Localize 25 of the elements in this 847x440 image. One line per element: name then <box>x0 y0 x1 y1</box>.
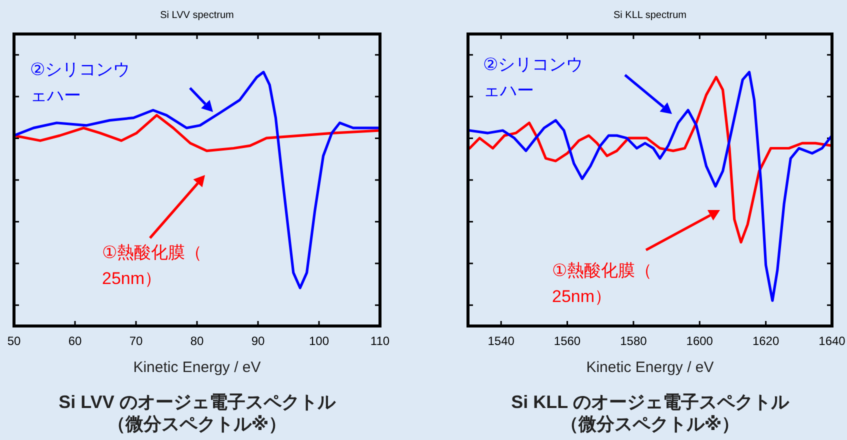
text: （微分スペクトル※） <box>107 414 287 434</box>
text: （微分スペクトル※） <box>560 414 740 434</box>
text: ①熱酸化膜（25nm） <box>102 243 202 288</box>
text: Si KLL のオージェ電子スペクトル <box>511 392 790 412</box>
x-axis-title: Kinetic Energy / eV <box>133 359 261 376</box>
x-tick-label: 110 <box>370 334 390 348</box>
text: Si LVV のオージェ電子スペクトル <box>58 392 336 412</box>
x-tick-label: 1560 <box>554 334 581 348</box>
chart-title: Si KLL spectrum <box>614 10 686 21</box>
x-tick-label: 1600 <box>686 334 714 348</box>
x-tick-label: 70 <box>129 334 143 348</box>
chart-title: Si LVV spectrum <box>160 10 234 21</box>
x-tick-label: 60 <box>68 334 82 348</box>
x-tick-label: 80 <box>190 334 204 348</box>
x-tick-label: 90 <box>251 334 265 348</box>
x-tick-label: 1580 <box>620 334 648 348</box>
x-tick-label: 1620 <box>752 334 780 348</box>
x-axis-title: Kinetic Energy / eV <box>586 359 714 376</box>
series-label: ②シリコンウェハー <box>483 55 584 100</box>
x-tick-label: 50 <box>7 334 21 348</box>
x-tick-label: 1540 <box>488 334 515 348</box>
x-tick-label: 1640 <box>818 334 846 348</box>
text: ①熱酸化膜（25nm） <box>552 261 652 306</box>
x-tick-label: 100 <box>308 334 330 348</box>
series-label: ②シリコンウェハー <box>30 60 130 105</box>
